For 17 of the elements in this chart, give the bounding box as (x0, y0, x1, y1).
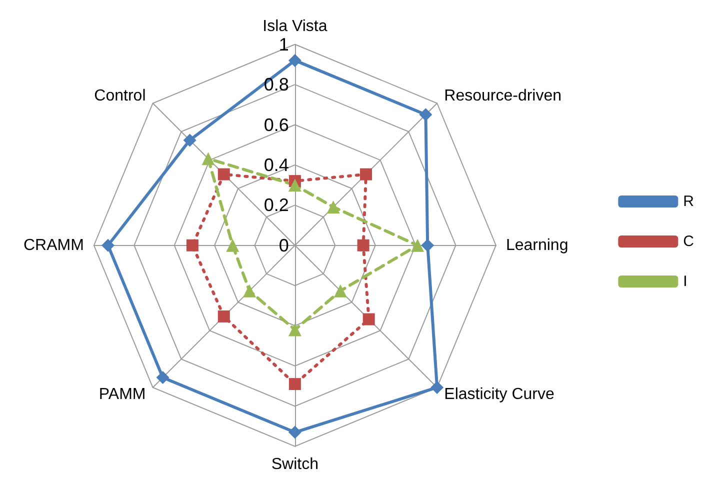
legend-label: I (683, 273, 688, 290)
y-tick-label: 0.2 (264, 195, 289, 216)
spoke-label: Resource-driven (444, 88, 562, 105)
y-tick-label: 0.6 (264, 114, 289, 135)
spoke-label: CRAMM (24, 236, 84, 254)
y-tick-label: 0.8 (264, 74, 289, 95)
spoke-label: Control (94, 88, 146, 105)
spoke-label: Learning (506, 236, 568, 254)
y-tick-label: 0.4 (264, 154, 289, 175)
spoke-label: Isla Vista (262, 18, 328, 35)
legend-label: C (683, 233, 694, 250)
spoke-label: Elasticity Curve (444, 386, 554, 404)
legend-label: R (683, 193, 694, 210)
spoke-label: PAMM (98, 386, 146, 404)
spoke-label: Switch (271, 456, 319, 473)
y-tick-label: 1 (278, 34, 289, 54)
y-tick-label: 0 (278, 235, 289, 256)
